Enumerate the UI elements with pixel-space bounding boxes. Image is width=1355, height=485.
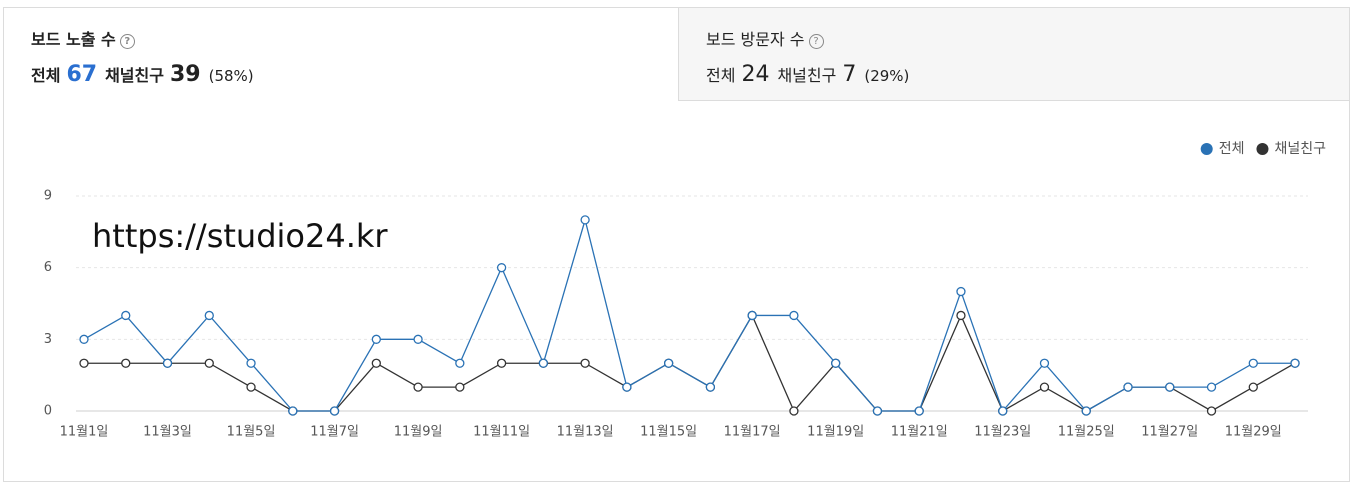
point [1290, 358, 1300, 368]
point [789, 310, 799, 321]
tab[interactable]: 보드 노출 수? 전체 67 채널친구 39 (58%) [4, 8, 678, 101]
x-tick-label: 11월17일 [724, 425, 781, 440]
point [371, 358, 381, 368]
point [956, 286, 966, 297]
point [121, 358, 131, 368]
point [79, 358, 89, 368]
x-tick-label: 11월25일 [1058, 425, 1115, 440]
x-tick-label: 11월29일 [1225, 425, 1282, 440]
x-tick-label: 11월23일 [974, 425, 1031, 440]
point [1165, 382, 1175, 392]
x-tick-label: 11월7일 [310, 425, 359, 440]
x-tick-label: 11월11일 [473, 425, 530, 440]
point [496, 358, 507, 368]
point [496, 263, 507, 273]
help-icon[interactable]: ? [119, 34, 135, 49]
point [121, 310, 131, 321]
pct: (58%) [208, 67, 254, 85]
point [1206, 406, 1217, 416]
point [998, 406, 1008, 416]
point [705, 382, 716, 392]
point [246, 358, 256, 368]
point [1248, 382, 1258, 392]
point [914, 406, 924, 416]
friend: 39 [169, 62, 201, 87]
point [789, 406, 799, 416]
panel: 보드 노출 수? 전체 67 채널친구 39 (58%) 보드 방문자 수? 전체 24 채… [3, 7, 1350, 482]
x-tick-label: 11월5일 [227, 425, 276, 440]
point [872, 406, 883, 416]
point [329, 406, 340, 416]
point [1206, 382, 1217, 392]
point [831, 358, 841, 368]
point [413, 382, 423, 392]
point [538, 358, 549, 368]
tab-title: 보드 노출 수 [31, 30, 116, 49]
x-tick-label: 11월1일 [60, 425, 109, 440]
friend: 7 [842, 62, 857, 87]
point [1081, 406, 1091, 416]
point [1123, 382, 1133, 392]
point [371, 334, 381, 344]
total: 24 [741, 62, 770, 87]
x-tick-label: 11월3일 [143, 425, 192, 440]
y-tick-label: 6 [44, 260, 52, 275]
tab[interactable]: 보드 방문자 수? 전체 24 채널친구 7 (29%) [678, 8, 1349, 101]
point [1248, 358, 1258, 368]
legend-swatch [1256, 143, 1269, 155]
label: 전체 [706, 66, 736, 85]
point [663, 358, 674, 368]
x-tick-label: 11월27일 [1141, 425, 1198, 440]
watermark: https://studio24.kr [92, 217, 388, 255]
series-line [84, 313, 1296, 413]
point [455, 358, 465, 368]
point [162, 358, 173, 368]
x-tick-label: 11월21일 [891, 425, 948, 440]
y-tick-label: 3 [44, 332, 52, 347]
point [455, 382, 465, 392]
point [204, 310, 214, 321]
point [288, 406, 298, 416]
point [580, 215, 590, 225]
point [1039, 358, 1050, 368]
legend-swatch [1200, 143, 1213, 155]
x-tick-label: 11월13일 [557, 425, 614, 440]
legend-label: 전체 [1219, 141, 1245, 157]
legend-label: 채널친구 [1274, 141, 1326, 157]
tab-title: 보드 방문자 수 [706, 30, 805, 49]
x-tick-label: 11월19일 [807, 425, 864, 440]
point [246, 382, 256, 392]
label: 채널친구 [777, 66, 837, 85]
series-line [83, 217, 1296, 413]
point [1039, 382, 1050, 392]
point [79, 334, 89, 344]
x-tick-label: 11월9일 [394, 425, 443, 440]
y-tick-label: 9 [44, 189, 52, 204]
x-tick-label: 11월15일 [640, 425, 697, 440]
point [747, 310, 757, 321]
label: 채널친구 [105, 66, 164, 85]
help-icon[interactable]: ? [808, 34, 824, 49]
point [956, 310, 966, 321]
point [622, 382, 632, 392]
point [204, 358, 214, 368]
point [413, 334, 423, 344]
total: 67 [66, 62, 98, 87]
y-tick-label: 0 [44, 404, 52, 419]
label: 전체 [31, 66, 61, 85]
pct: (29%) [864, 67, 910, 85]
point [580, 358, 590, 368]
